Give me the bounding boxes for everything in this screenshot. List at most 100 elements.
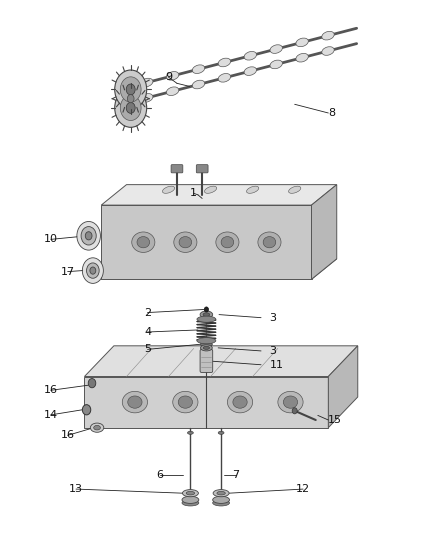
Ellipse shape: [94, 425, 100, 430]
FancyBboxPatch shape: [196, 165, 208, 173]
Circle shape: [77, 222, 100, 250]
Ellipse shape: [247, 186, 259, 193]
Ellipse shape: [132, 232, 155, 253]
Text: 15: 15: [328, 415, 343, 425]
Circle shape: [120, 77, 141, 102]
Ellipse shape: [263, 237, 276, 248]
Ellipse shape: [296, 53, 308, 62]
Polygon shape: [311, 184, 337, 279]
Ellipse shape: [173, 391, 198, 413]
Ellipse shape: [182, 500, 199, 506]
Text: 1: 1: [190, 188, 197, 198]
Ellipse shape: [322, 47, 334, 55]
Ellipse shape: [192, 65, 205, 74]
Ellipse shape: [244, 52, 257, 60]
Ellipse shape: [217, 491, 225, 495]
Ellipse shape: [213, 490, 229, 497]
Ellipse shape: [141, 94, 153, 102]
Ellipse shape: [187, 431, 193, 434]
Ellipse shape: [162, 186, 175, 193]
Text: 11: 11: [269, 360, 283, 370]
Ellipse shape: [216, 232, 239, 253]
Ellipse shape: [166, 87, 179, 95]
Ellipse shape: [179, 237, 192, 248]
Text: 16: 16: [60, 430, 74, 440]
Text: 12: 12: [296, 484, 310, 494]
Ellipse shape: [258, 232, 281, 253]
Ellipse shape: [270, 60, 283, 69]
Ellipse shape: [200, 311, 213, 318]
Text: 17: 17: [60, 266, 75, 277]
Circle shape: [90, 267, 96, 274]
Text: 6: 6: [157, 470, 164, 480]
Ellipse shape: [192, 80, 205, 89]
Circle shape: [81, 227, 96, 245]
Circle shape: [126, 102, 135, 114]
Ellipse shape: [227, 391, 253, 413]
Text: 5: 5: [144, 344, 151, 354]
Polygon shape: [85, 376, 328, 427]
Ellipse shape: [203, 313, 210, 317]
Circle shape: [126, 84, 135, 95]
Ellipse shape: [289, 186, 301, 193]
Ellipse shape: [201, 345, 212, 351]
FancyBboxPatch shape: [200, 350, 213, 373]
Text: 10: 10: [44, 235, 58, 245]
Circle shape: [115, 88, 147, 127]
Text: 14: 14: [44, 410, 58, 420]
Ellipse shape: [182, 496, 199, 503]
Ellipse shape: [122, 391, 148, 413]
Ellipse shape: [205, 186, 217, 193]
Ellipse shape: [166, 71, 179, 80]
Polygon shape: [101, 259, 337, 279]
Ellipse shape: [278, 391, 303, 413]
Ellipse shape: [213, 500, 230, 506]
Text: 2: 2: [144, 308, 151, 318]
Circle shape: [82, 258, 103, 284]
Ellipse shape: [213, 496, 230, 503]
Ellipse shape: [141, 78, 153, 87]
Circle shape: [120, 95, 141, 120]
Circle shape: [88, 378, 96, 388]
Ellipse shape: [201, 342, 212, 347]
Ellipse shape: [270, 45, 283, 53]
Ellipse shape: [128, 396, 142, 408]
Ellipse shape: [233, 396, 247, 408]
Ellipse shape: [197, 316, 216, 322]
Text: 3: 3: [269, 313, 276, 322]
Ellipse shape: [182, 490, 198, 497]
Text: 3: 3: [269, 346, 276, 356]
Ellipse shape: [197, 337, 216, 344]
Circle shape: [87, 263, 99, 278]
Ellipse shape: [90, 423, 104, 432]
Polygon shape: [101, 205, 311, 279]
Text: 4: 4: [144, 327, 151, 337]
Ellipse shape: [218, 431, 224, 434]
Ellipse shape: [244, 67, 257, 76]
Text: 16: 16: [44, 385, 58, 395]
Ellipse shape: [203, 346, 209, 350]
Text: 7: 7: [232, 470, 240, 480]
Ellipse shape: [283, 396, 298, 408]
Circle shape: [204, 307, 208, 312]
Ellipse shape: [296, 38, 308, 47]
Polygon shape: [85, 346, 358, 376]
Circle shape: [127, 94, 134, 103]
Ellipse shape: [178, 396, 193, 408]
Text: 8: 8: [328, 108, 336, 118]
Ellipse shape: [218, 74, 231, 82]
Circle shape: [82, 405, 91, 415]
Circle shape: [85, 232, 92, 240]
FancyBboxPatch shape: [171, 165, 183, 173]
Circle shape: [292, 408, 297, 414]
Ellipse shape: [137, 237, 150, 248]
Ellipse shape: [218, 58, 231, 67]
Ellipse shape: [174, 232, 197, 253]
Ellipse shape: [322, 31, 334, 40]
Circle shape: [115, 70, 147, 109]
Text: 13: 13: [69, 484, 83, 494]
Polygon shape: [328, 346, 358, 427]
Ellipse shape: [186, 491, 194, 495]
Ellipse shape: [221, 237, 234, 248]
Polygon shape: [101, 184, 337, 205]
